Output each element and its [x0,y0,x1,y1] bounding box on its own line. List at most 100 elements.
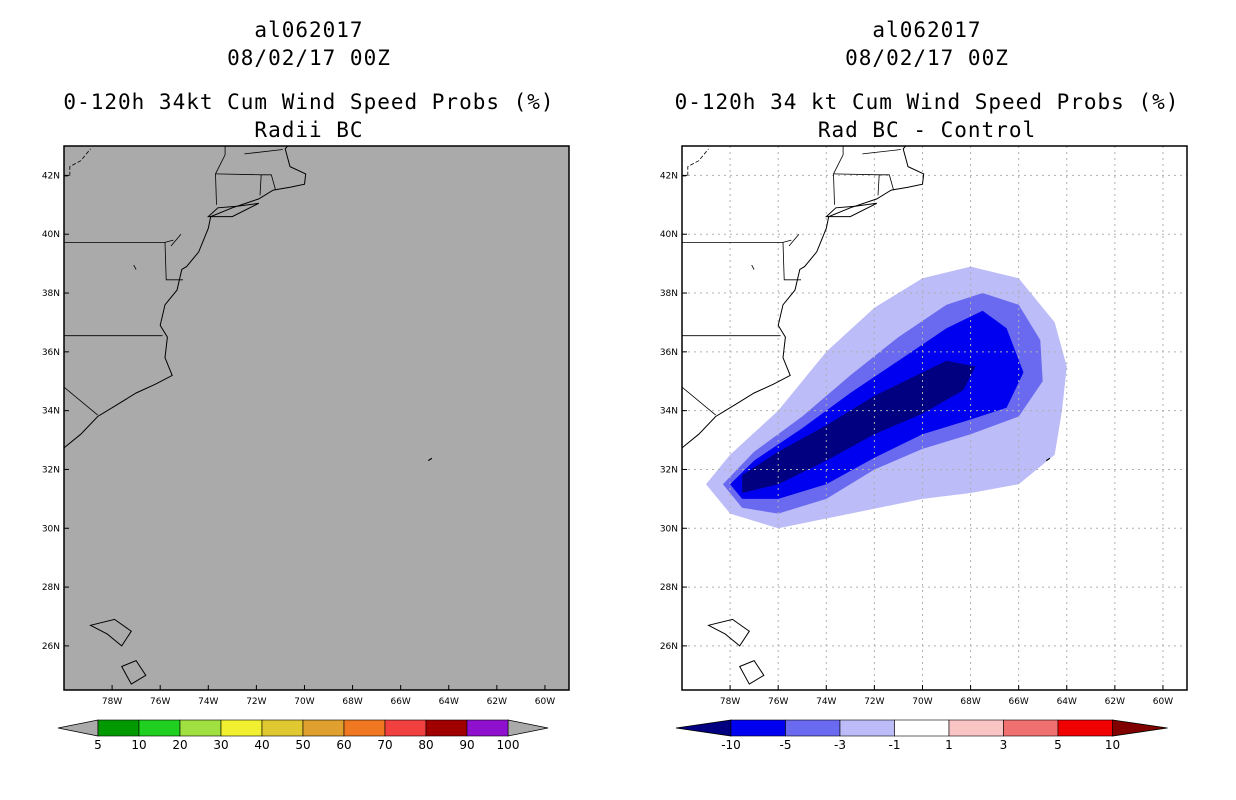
x-tick-label: 72W [864,697,884,707]
state-border [751,264,755,270]
state-border [215,173,276,191]
x-tick-label: 68W [960,697,980,707]
state-border [164,242,183,281]
chart-title: 0-120h 34 kt Cum Wind Speed Probs (%) [674,90,1180,114]
colorbar-swatch [948,719,1004,737]
bahamas [89,618,132,647]
colorbar-swatch [97,719,140,737]
x-tick-label: 68W [342,697,362,707]
colorbar-label: 10 [1105,738,1120,752]
colorbar-swatch [179,719,222,737]
state-border [64,148,91,177]
colorbar-swatch [730,719,786,737]
map-frame [681,145,1188,691]
colorbar-right-end [1112,719,1168,737]
state-border [259,174,262,196]
y-tick-label: 36N [42,348,60,358]
coastline [682,146,925,449]
map-layer [64,146,433,685]
y-tick-label: 30N [660,524,678,534]
bermuda [427,457,433,462]
x-tick-label: 74W [198,697,218,707]
colorbar-label: 60 [336,738,351,752]
x-tick-label: 64W [439,697,459,707]
date-title: 08/02/17 00Z [227,46,391,70]
x-tick-label: 72W [246,697,266,707]
colorbar-swatch [343,719,386,737]
bahamas [738,659,765,685]
colorbar-label: -5 [780,738,792,752]
y-tick-label: 40N [42,230,60,240]
colorbar-label: -10 [721,738,741,752]
y-tick-label: 40N [660,230,678,240]
state-border [244,149,283,155]
right-panel: al062017 08/02/17 00Z 0-120h 34 kt Cum W… [618,0,1236,800]
colorbar-label: -1 [889,738,901,752]
colorbar-swatch [384,719,427,737]
bermuda [1045,457,1051,462]
date-title: 08/02/17 00Z [845,46,1009,70]
state-border [64,386,98,416]
y-tick-label: 36N [660,348,678,358]
x-tick-label: 62W [1105,697,1125,707]
x-tick-label: 66W [1008,697,1028,707]
colorbar-label: 90 [459,738,474,752]
state-border [170,233,182,247]
state-border [877,174,880,196]
y-tick-label: 28N [660,583,678,593]
colorbar-label: 5 [1054,738,1062,752]
state-border [833,173,894,191]
colorbar-label: 70 [377,738,392,752]
y-tick-label: 28N [42,583,60,593]
y-tick-label: 32N [660,465,678,475]
x-tick-label: 76W [150,697,170,707]
colorbar-swatch [839,719,895,737]
x-tick-label: 64W [1057,697,1077,707]
state-border [788,233,800,247]
storm-id-title: al062017 [872,18,982,42]
colorbar-swatch [138,719,181,737]
x-tick-label: 60W [1153,697,1173,707]
colorbar-swatch [785,719,841,737]
x-tick-label: 76W [768,697,788,707]
state-border [215,146,226,205]
bahamas [120,659,147,685]
colorbar-label: 40 [254,738,269,752]
colorbar-label: 20 [172,738,187,752]
state-border [862,149,901,155]
colorbar-label: 100 [497,738,520,752]
colorbar-swatch [1003,719,1059,737]
x-tick-label: 78W [720,697,740,707]
x-tick-label: 60W [535,697,555,707]
chart-title: 0-120h 34kt Cum Wind Speed Probs (%) [63,90,555,114]
state-border [833,146,844,205]
coastline [64,146,307,449]
colorbar-label: -3 [834,738,846,752]
x-tick-label: 62W [487,697,507,707]
colorbar-swatch [1057,719,1113,737]
colorbar-label: 30 [213,738,228,752]
right-chart: 78W 76W 74W 72W 70W 68W 66W 64W 62W 60W 42N 40N 38N 3… [660,145,1188,752]
colorbar-label: 80 [418,738,433,752]
colorbar-swatch [894,719,950,737]
chart-subtitle: Radii BC [254,118,364,142]
x-tick-label: 74W [816,697,836,707]
bahamas [707,618,750,647]
y-tick-label: 42N [42,171,60,181]
x-tick-label: 70W [912,697,932,707]
y-tick-label: 30N [42,524,60,534]
y-tick-label: 32N [42,465,60,475]
y-tick-label: 34N [42,407,60,417]
colorbar-right-end [507,719,549,737]
map-layer [682,146,1187,690]
y-tick-label: 38N [42,289,60,299]
y-tick-label: 26N [660,642,678,652]
map-background [64,146,569,690]
x-tick-label: 66W [390,697,410,707]
map-frame [63,145,570,691]
y-tick-label: 38N [660,289,678,299]
colorbar-swatch [220,719,263,737]
colorbar-label: 3 [1000,738,1008,752]
long-island [825,202,878,218]
chart-subtitle: Rad BC - Control [817,118,1037,142]
